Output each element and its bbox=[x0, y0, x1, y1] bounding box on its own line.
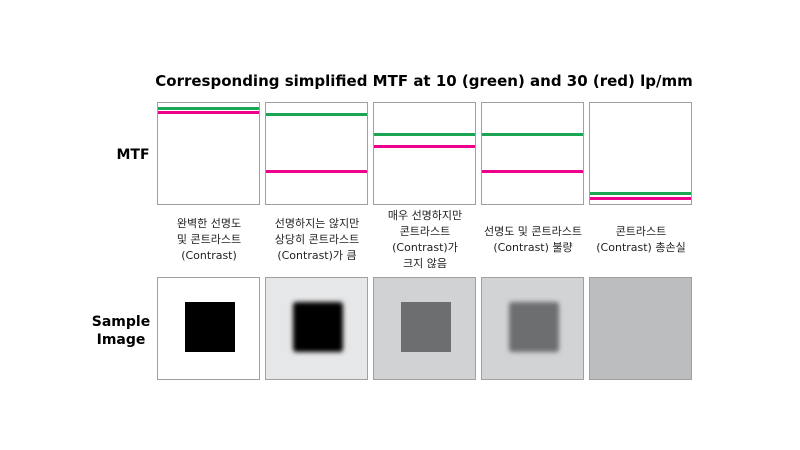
mtf-10-line bbox=[266, 112, 367, 116]
square-target bbox=[185, 302, 235, 352]
mtf-row-label: MTF bbox=[116, 147, 150, 163]
sample-image bbox=[373, 277, 476, 380]
mtf-30-line bbox=[590, 196, 691, 200]
column-caption: 완벽한 선명도 및 콘트라스트 (Contrast) bbox=[176, 217, 242, 262]
sample-image bbox=[157, 277, 260, 380]
square-target bbox=[401, 302, 451, 352]
mtf-30-line bbox=[374, 144, 475, 148]
sample-image bbox=[589, 277, 692, 380]
mtf-plot bbox=[481, 102, 584, 205]
mtf-plot bbox=[157, 102, 260, 205]
diagram-title: Corresponding simplified MTF at 10 (gree… bbox=[155, 72, 693, 90]
mtf-10-line bbox=[482, 132, 583, 136]
square-target bbox=[293, 302, 343, 352]
mtf-10-line bbox=[590, 191, 691, 195]
mtf-30-line bbox=[266, 169, 367, 173]
mtf-10-line bbox=[374, 132, 475, 136]
sample-image bbox=[265, 277, 368, 380]
mtf-10-line bbox=[158, 106, 259, 110]
mtf-plot bbox=[373, 102, 476, 205]
column-caption: 매우 선명하지만 콘트라스트 (Contrast)가 크지 않음 bbox=[387, 209, 463, 270]
sample-image bbox=[481, 277, 584, 380]
column-caption: 콘트라스트 (Contrast) 총손실 bbox=[596, 225, 686, 254]
mtf-plot bbox=[589, 102, 692, 205]
sample-row-label: Sample Image bbox=[91, 314, 151, 348]
column-caption: 선명도 및 콘트라스트 (Contrast) 불량 bbox=[483, 225, 583, 254]
column-caption: 선명하지는 않지만 상당히 콘트라스트 (Contrast)가 큼 bbox=[274, 217, 360, 262]
mtf-30-line bbox=[158, 110, 259, 114]
mtf-plot bbox=[265, 102, 368, 205]
mtf-30-line bbox=[482, 169, 583, 173]
square-target bbox=[509, 302, 559, 352]
